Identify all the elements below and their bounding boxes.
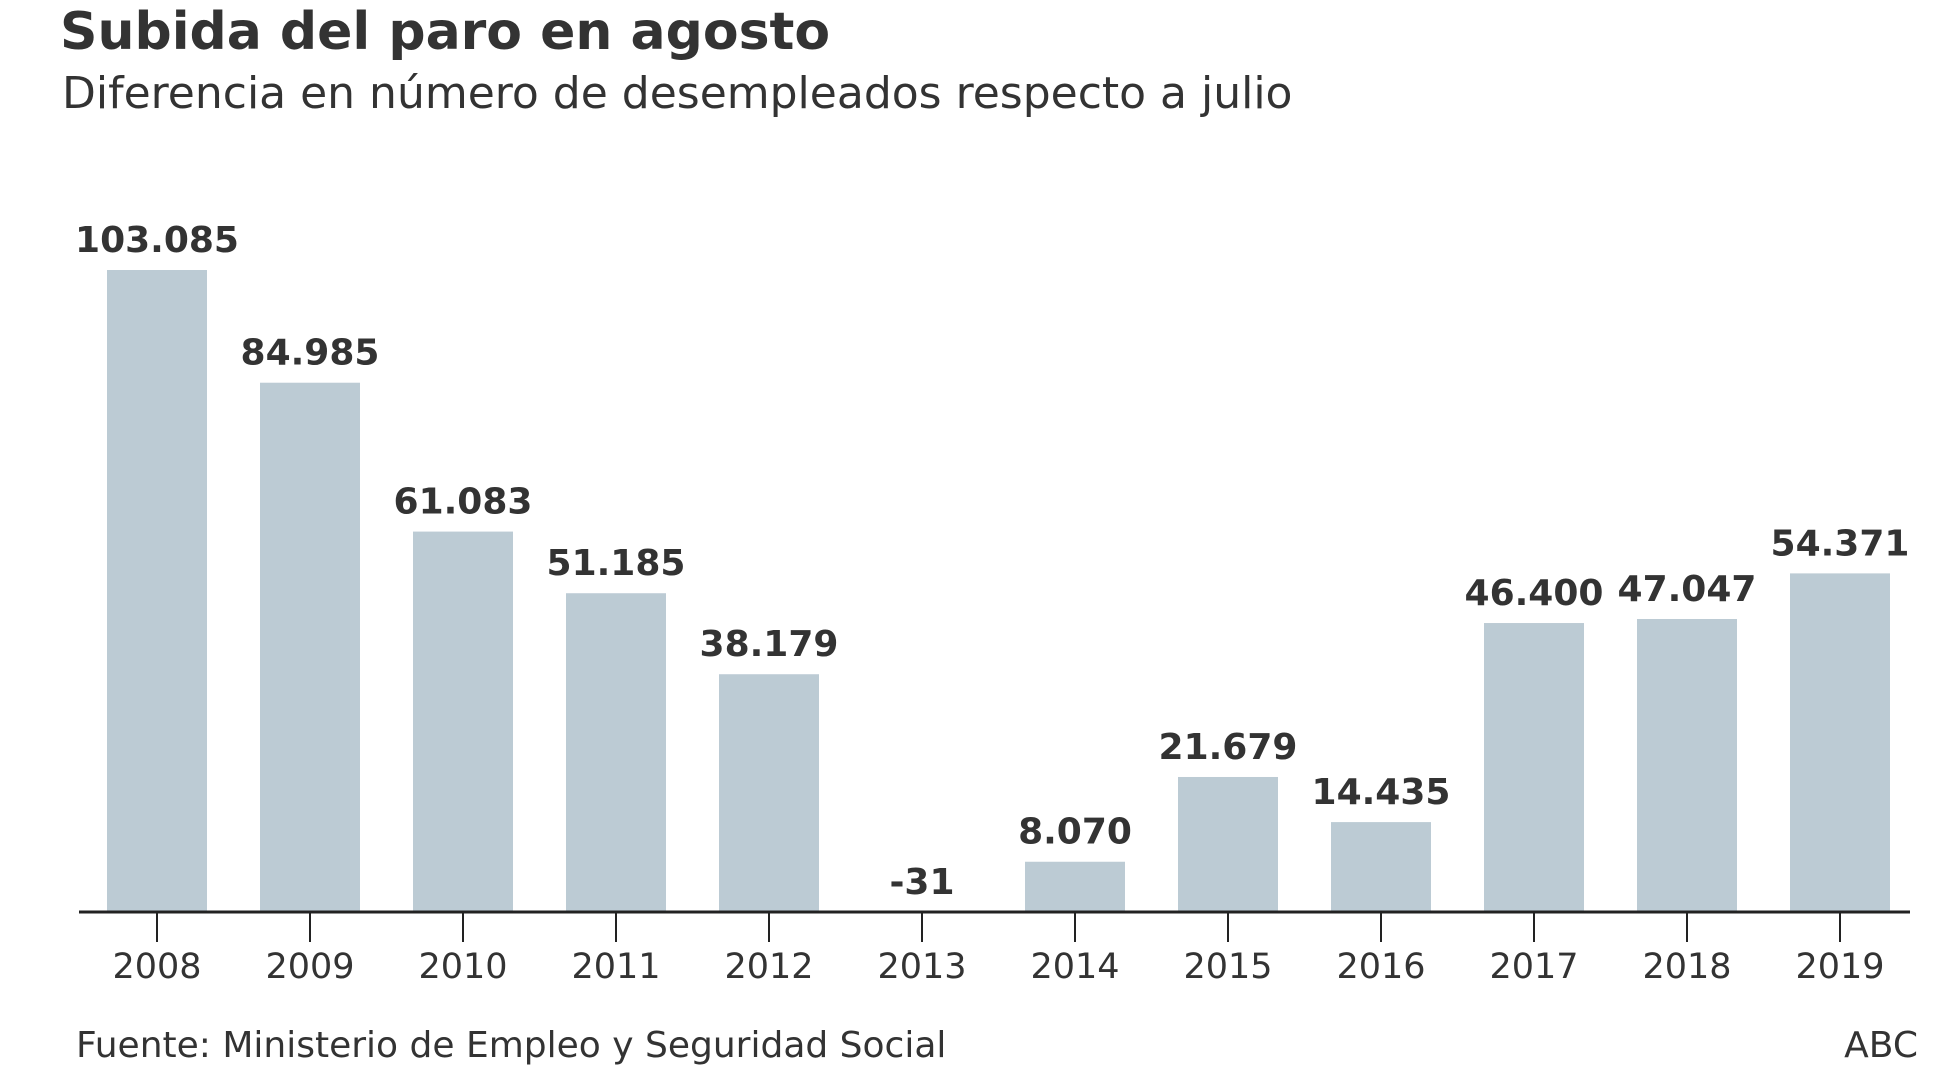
x-tick-labels-group: 2008 2009 2010 2011 2012 2013 2014 2015 2016 2017… (112, 947, 1884, 987)
value-label-2009: 84.985 (241, 333, 380, 374)
x-tick-label-2018: 2018 (1642, 947, 1731, 987)
chart-title: Subida del paro en agosto (60, 2, 831, 62)
x-tick-label-2009: 2009 (265, 947, 354, 987)
value-label-2012: 38.179 (700, 624, 839, 665)
value-label-2016: 14.435 (1312, 772, 1451, 813)
value-label-2010: 61.083 (394, 482, 533, 523)
value-label-2013: -31 (889, 862, 954, 903)
bar-2010 (413, 531, 513, 912)
bar-2009 (260, 382, 360, 912)
value-label-2015: 21.679 (1159, 727, 1298, 768)
bar-2018 (1637, 618, 1737, 912)
chart-subtitle: Diferencia en número de desempleados res… (62, 68, 1293, 119)
x-tick-label-2008: 2008 (112, 947, 201, 987)
value-labels-group: 103.085 84.985 61.083 51.185 38.179 -31 8.070 2… (75, 220, 1909, 903)
bar-2012 (719, 674, 819, 912)
x-tick-label-2013: 2013 (877, 947, 966, 987)
x-tick-label-2019: 2019 (1795, 947, 1884, 987)
bar-2011 (566, 593, 666, 912)
x-tick-label-2016: 2016 (1336, 947, 1425, 987)
value-label-2008: 103.085 (75, 220, 239, 261)
bar-chart: 103.085 84.985 61.083 51.185 38.179 -31 8.070 2… (75, 220, 1910, 987)
value-label-2017: 46.400 (1465, 573, 1604, 614)
bar-2019 (1790, 573, 1890, 912)
value-label-2018: 47.047 (1618, 569, 1757, 610)
x-tick-label-2012: 2012 (724, 947, 813, 987)
bar-2014 (1025, 861, 1125, 912)
source-note: Fuente: Ministerio de Empleo y Seguridad… (76, 1025, 947, 1066)
x-tick-label-2017: 2017 (1489, 947, 1578, 987)
value-label-2019: 54.371 (1771, 523, 1910, 564)
bar-2017 (1484, 623, 1584, 912)
bars-group (107, 270, 1890, 912)
value-label-2011: 51.185 (547, 543, 686, 584)
bar-2008 (107, 270, 207, 912)
x-tick-label-2011: 2011 (571, 947, 660, 987)
bar-2016 (1331, 822, 1431, 912)
x-tick-label-2014: 2014 (1030, 947, 1119, 987)
x-ticks-group (156, 912, 1841, 942)
x-tick-label-2010: 2010 (418, 947, 507, 987)
bar-2015 (1178, 776, 1278, 912)
value-label-2014: 8.070 (1018, 812, 1132, 853)
credit-label: ABC (1844, 1025, 1918, 1066)
x-tick-label-2015: 2015 (1183, 947, 1272, 987)
